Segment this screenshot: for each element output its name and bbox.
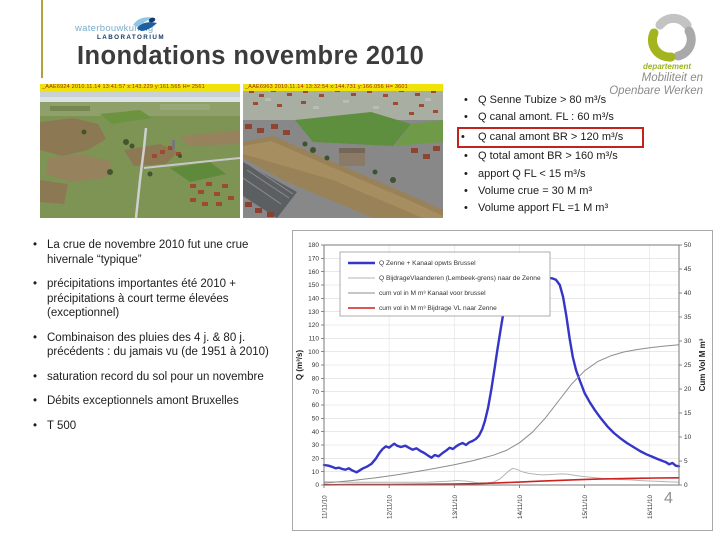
flood-photo-left-illustration [40,84,240,218]
svg-text:10: 10 [312,469,320,476]
svg-text:130: 130 [308,309,319,316]
measurement-item-highlighted: Q canal amont BR > 120 m³/s [457,126,644,149]
left-accent-rule [41,0,43,78]
svg-text:11/11/10: 11/11/10 [322,495,329,519]
measurement-item: Q total amont BR > 160 m³/s [462,148,714,166]
svg-text:70: 70 [312,389,320,396]
svg-text:0: 0 [315,482,319,489]
svg-text:100: 100 [308,349,319,356]
svg-text:90: 90 [312,362,320,369]
hydrograph-chart: 0 10 20 30 40 50 60 70 80 90 100 110 120 130 140 150 160… [292,230,713,531]
measurement-item: Q Senne Tubize > 80 m³/s [462,92,714,110]
svg-text:50: 50 [684,242,692,249]
note-item: Débits exceptionnels amont Bruxelles [30,394,286,409]
svg-text:0: 0 [684,482,688,489]
flood-photo-right: _AAE6963 2010.11.14 13:32:54 x:144.731 y… [243,84,443,218]
svg-text:40: 40 [684,290,692,297]
measurements-list: Q Senne Tubize > 80 m³/s Q canal amont. … [457,92,714,218]
departement-label: departement [642,62,691,71]
svg-text:30: 30 [312,442,320,449]
svg-text:140: 140 [308,296,319,303]
note-item: Combinaison des pluies des 4 j. & 80 j. … [30,331,286,360]
svg-text:15: 15 [684,410,692,417]
photo-left-overlay-text: _AAE6924 2010.11.14 13:41:57 x:143.229 y… [40,84,240,91]
svg-text:25: 25 [684,362,692,369]
svg-text:12/11/10: 12/11/10 [387,494,394,519]
svg-text:35: 35 [684,314,692,321]
svg-text:180: 180 [308,242,319,249]
svg-text:40: 40 [312,429,320,436]
svg-text:170: 170 [308,256,319,263]
svg-text:10: 10 [684,434,692,441]
svg-text:15/11/10: 15/11/10 [582,494,589,519]
svg-text:60: 60 [312,402,320,409]
page-number: 4 [664,490,673,507]
svg-text:Q (m³/s): Q (m³/s) [295,350,304,381]
note-item: T 500 [30,419,286,434]
flood-photo-right-illustration [243,84,443,218]
svg-text:20: 20 [312,456,320,463]
svg-text:5: 5 [684,458,688,465]
note-item: précipitations importantes été 2010 + pr… [30,277,286,321]
svg-text:20: 20 [684,386,692,393]
page-title: Inondations novembre 2010 [77,42,425,70]
notes-list: La crue de novembre 2010 fut une crue hi… [30,238,286,443]
svg-text:cum vol in M m³ Bijdrage VL na: cum vol in M m³ Bijdrage VL naar Zenne [379,305,497,312]
note-item: La crue de novembre 2010 fut une crue hi… [30,238,286,267]
svg-text:30: 30 [684,338,692,345]
svg-text:50: 50 [312,416,320,423]
svg-text:16/11/10: 16/11/10 [647,494,654,519]
svg-text:Q BijdrageVlaanderen (Lembeek-: Q BijdrageVlaanderen (Lembeek-grens) naa… [379,275,541,282]
svg-text:150: 150 [308,282,319,289]
departement-name-line1: Mobiliteit en [641,72,703,84]
svg-text:Q Zenne + Kanaal opwts Brussel: Q Zenne + Kanaal opwts Brussel [379,260,476,267]
pinwheel-icon [647,13,696,62]
measurement-item: Volume crue = 30 M m³ [462,183,714,201]
svg-text:160: 160 [308,269,319,276]
measurement-item: Volume apport FL =1 M m³ [462,200,714,218]
svg-text:120: 120 [308,322,319,329]
svg-text:14/11/10: 14/11/10 [517,494,524,519]
flood-photo-left: _AAE6924 2010.11.14 13:41:57 x:143.229 y… [40,84,240,218]
svg-text:110: 110 [309,336,320,343]
laboratorium-logo-text: LABORATORIUM [97,34,165,41]
svg-text:cum vol in M m³ Kanaal voor br: cum vol in M m³ Kanaal voor brussel [379,290,486,297]
hydrograph-chart-svg: 0102030405060708090100110120130140150160… [295,242,707,519]
svg-text:13/11/10: 13/11/10 [452,494,459,519]
svg-text:45: 45 [684,266,692,273]
waterbouwkundig-logo-text: waterbouwkundig [75,23,154,34]
svg-text:Cum Vol M m³: Cum Vol M m³ [698,338,707,391]
photo-right-overlay-text: _AAE6963 2010.11.14 13:32:54 x:144.731 y… [243,84,443,91]
measurement-item: apport Q FL < 15 m³/s [462,166,714,184]
water-swirl-icon [133,17,157,31]
measurement-item: Q canal amont. FL : 60 m³/s [462,109,714,127]
note-item: saturation record du sol pour un novembr… [30,370,286,385]
svg-text:80: 80 [312,376,320,383]
waterbouwkundig-logo: waterbouwkundig LABORATORIUM [75,23,195,41]
